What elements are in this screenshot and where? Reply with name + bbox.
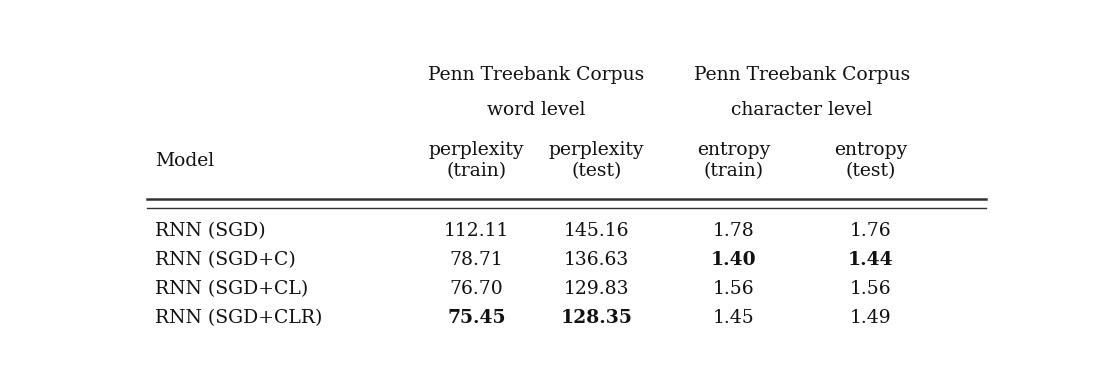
Text: 1.76: 1.76 (850, 222, 891, 240)
Text: RNN (SGD+C): RNN (SGD+C) (155, 251, 296, 269)
Text: entropy
(train): entropy (train) (696, 141, 770, 180)
Text: RNN (SGD+CLR): RNN (SGD+CLR) (155, 309, 323, 327)
Text: 129.83: 129.83 (564, 280, 629, 298)
Text: 112.11: 112.11 (444, 222, 509, 240)
Text: 136.63: 136.63 (564, 251, 629, 269)
Text: 1.56: 1.56 (713, 280, 754, 298)
Text: 78.71: 78.71 (450, 251, 503, 269)
Text: RNN (SGD+CL): RNN (SGD+CL) (155, 280, 308, 298)
Text: word level: word level (487, 101, 586, 119)
Text: Penn Treebank Corpus: Penn Treebank Corpus (429, 66, 644, 84)
Text: 1.45: 1.45 (713, 309, 755, 327)
Text: 145.16: 145.16 (564, 222, 629, 240)
Text: Model: Model (155, 152, 214, 170)
Text: perplexity
(test): perplexity (test) (548, 141, 644, 180)
Text: 1.56: 1.56 (850, 280, 891, 298)
Text: 1.49: 1.49 (850, 309, 891, 327)
Text: Penn Treebank Corpus: Penn Treebank Corpus (694, 66, 909, 84)
Text: 1.78: 1.78 (713, 222, 755, 240)
Text: character level: character level (732, 101, 873, 119)
Text: 75.45: 75.45 (448, 309, 506, 327)
Text: perplexity
(train): perplexity (train) (429, 141, 524, 180)
Text: entropy
(test): entropy (test) (833, 141, 907, 180)
Text: 76.70: 76.70 (450, 280, 503, 298)
Text: RNN (SGD): RNN (SGD) (155, 222, 266, 240)
Text: 1.40: 1.40 (711, 251, 756, 269)
Text: 1.44: 1.44 (848, 251, 893, 269)
Text: 128.35: 128.35 (560, 309, 632, 327)
